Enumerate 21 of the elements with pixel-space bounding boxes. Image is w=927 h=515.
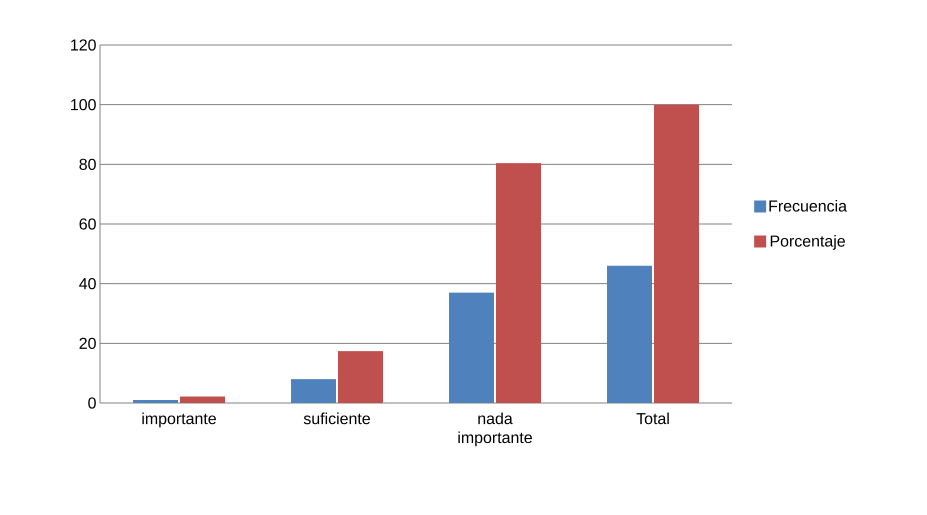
bar [449, 292, 494, 403]
y-tick-label: 100 [71, 99, 96, 110]
bar [654, 104, 700, 403]
y-tick-label: 80 [79, 158, 96, 170]
bar [291, 379, 336, 403]
bar [496, 163, 542, 403]
y-tick-label: 40 [79, 278, 96, 290]
y-tick-label: 20 [80, 338, 96, 349]
x-tick-label: Total [636, 412, 669, 424]
x-tick-label: suficiente [304, 412, 370, 424]
legend-label: Porcentaje [770, 234, 845, 250]
x-tick-label: importante [142, 412, 216, 428]
x-tick-label: nada importante [458, 412, 532, 446]
bar [607, 266, 652, 403]
bar [133, 400, 178, 403]
y-tick-label: 0 [88, 397, 96, 409]
bar [180, 396, 225, 403]
y-tick-label: 120 [71, 39, 96, 51]
bar [338, 351, 383, 403]
legend-label: Frecuencia [769, 200, 847, 212]
y-tick-label: 60 [80, 218, 96, 230]
